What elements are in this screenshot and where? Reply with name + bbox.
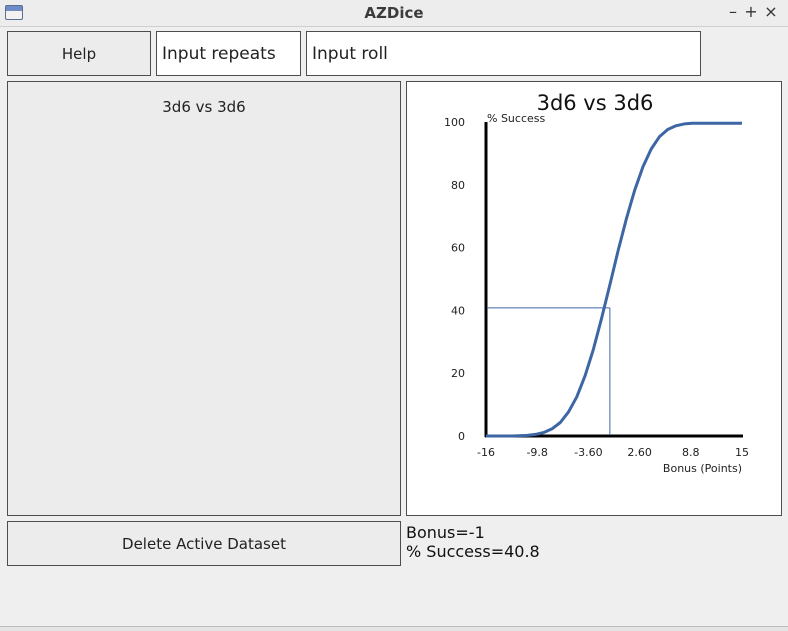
bonus-readout: Bonus=-1 [406,523,485,542]
x-tick-label: -9.8 [526,446,547,459]
y-tick-label: 20 [451,367,465,380]
result-readout: Bonus=-1 % Success=40.8 [406,523,540,561]
help-button[interactable]: Help [7,31,151,76]
repeats-input[interactable]: Input repeats [156,31,301,76]
x-axis-label: Bonus (Points) [663,462,742,475]
window-title: AZDice [364,4,424,22]
dataset-item[interactable]: 3d6 vs 3d6 [162,98,246,116]
y-axis-label: % Success [487,112,545,125]
series-line [486,121,742,438]
x-tick-label: -16 [477,446,495,459]
delete-dataset-button[interactable]: Delete Active Dataset [7,521,401,566]
roll-input[interactable]: Input roll [306,31,701,76]
close-icon[interactable]: × [764,2,778,21]
dataset-list-panel[interactable]: 3d6 vs 3d6 [7,81,401,516]
y-tick-label: 0 [458,430,465,443]
success-chart[interactable]: 3d6 vs 3d6 % Success Bonus (Points) 0 20 4… [407,82,781,515]
maximize-icon[interactable]: + [744,2,758,21]
chart-panel[interactable]: 3d6 vs 3d6 % Success Bonus (Points) 0 20 4… [406,81,782,516]
minimize-icon[interactable]: – [729,2,737,21]
x-tick-label: 15 [735,446,749,459]
x-tick-label: 2.60 [627,446,652,459]
y-tick-label: 80 [451,179,465,192]
y-tick-label: 100 [444,116,465,129]
title-bar: AZDice – + × [0,0,788,27]
success-readout: % Success=40.8 [406,542,540,561]
app-window-icon [5,5,23,20]
y-tick-label: 40 [451,304,465,317]
x-tick-label: 8.8 [682,446,700,459]
window-bottom-edge [0,626,788,631]
chart-title: 3d6 vs 3d6 [537,91,654,115]
x-tick-label: -3.60 [574,446,602,459]
y-tick-label: 60 [451,242,465,255]
